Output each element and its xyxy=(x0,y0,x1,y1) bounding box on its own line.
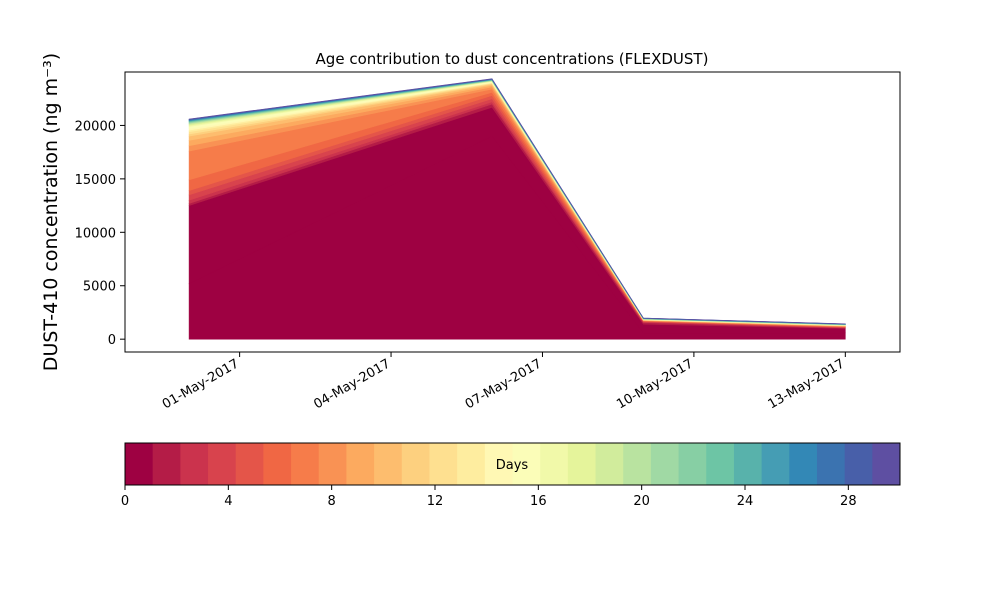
colorbar-swatch xyxy=(872,443,901,485)
colorbar-swatch xyxy=(484,443,513,485)
colorbar-tick-label: 8 xyxy=(328,494,336,509)
x-tick-label: 07-May-2017 xyxy=(463,356,545,412)
y-tick-label: 5000 xyxy=(83,280,116,295)
plot-frame xyxy=(124,71,901,353)
colorbar-tick-label: 0 xyxy=(121,494,129,509)
x-axis: 01-May-2017 04-May-2017 07-May-2017 10-May-… xyxy=(160,352,847,412)
colorbar-swatch xyxy=(152,443,181,485)
colorbar-swatch xyxy=(706,443,735,485)
y-axis: 0 5000 10000 15000 20000 xyxy=(75,119,125,348)
x-tick-label: 13-May-2017 xyxy=(766,356,848,412)
colorbar-swatch xyxy=(318,443,347,485)
colorbar-tick-label: 4 xyxy=(224,494,232,509)
x-tick-label: 01-May-2017 xyxy=(160,356,242,412)
y-tick-label: 10000 xyxy=(75,226,116,241)
chart-title: Age contribution to dust concentrations … xyxy=(316,50,709,68)
colorbar-frame xyxy=(124,442,901,486)
colorbar-swatch xyxy=(789,443,818,485)
colorbar-swatch xyxy=(346,443,375,485)
area-series-29 xyxy=(188,78,846,325)
colorbar-swatch xyxy=(761,443,790,485)
colorbar-swatch xyxy=(429,443,458,485)
colorbar-tick-label: 20 xyxy=(633,494,650,509)
colorbar-swatch xyxy=(540,443,569,485)
colorbar-swatch xyxy=(678,443,707,485)
y-tick-label: 15000 xyxy=(75,173,116,188)
y-tick-label: 0 xyxy=(108,333,116,348)
area-stack xyxy=(188,78,846,340)
colorbar-tick-label: 28 xyxy=(840,494,857,509)
colorbar-tick-label: 16 xyxy=(530,494,547,509)
colorbar-swatch xyxy=(208,443,237,485)
colorbar-swatch xyxy=(374,443,403,485)
colorbar-label: Days xyxy=(496,458,529,473)
colorbar-swatch xyxy=(457,443,486,485)
colorbar-swatch xyxy=(512,443,541,485)
colorbar: 0 4 8 12 16 20 24 28 xyxy=(121,442,901,509)
colorbar-swatch xyxy=(623,443,652,485)
y-axis-label: DUST-410 concentration (ng m⁻³) xyxy=(40,53,62,371)
colorbar-swatch xyxy=(567,443,597,485)
colorbar-swatch xyxy=(733,443,763,485)
colorbar-tick-label: 24 xyxy=(737,494,754,509)
colorbar-swatch xyxy=(291,443,320,485)
colorbar-swatch xyxy=(816,443,846,485)
colorbar-swatch xyxy=(595,443,624,485)
colorbar-swatch xyxy=(844,443,873,485)
y-tick-label: 20000 xyxy=(75,119,116,134)
colorbar-swatch xyxy=(263,443,292,485)
colorbar-swatch xyxy=(180,443,209,485)
colorbar-tick-label: 12 xyxy=(427,494,444,509)
x-tick-label: 10-May-2017 xyxy=(614,356,696,412)
colorbar-swatch xyxy=(650,443,680,485)
colorbar-swatch xyxy=(401,443,430,485)
colorbar-swatch xyxy=(125,443,154,485)
colorbar-swatch xyxy=(235,443,264,485)
x-tick-label: 04-May-2017 xyxy=(311,356,393,412)
